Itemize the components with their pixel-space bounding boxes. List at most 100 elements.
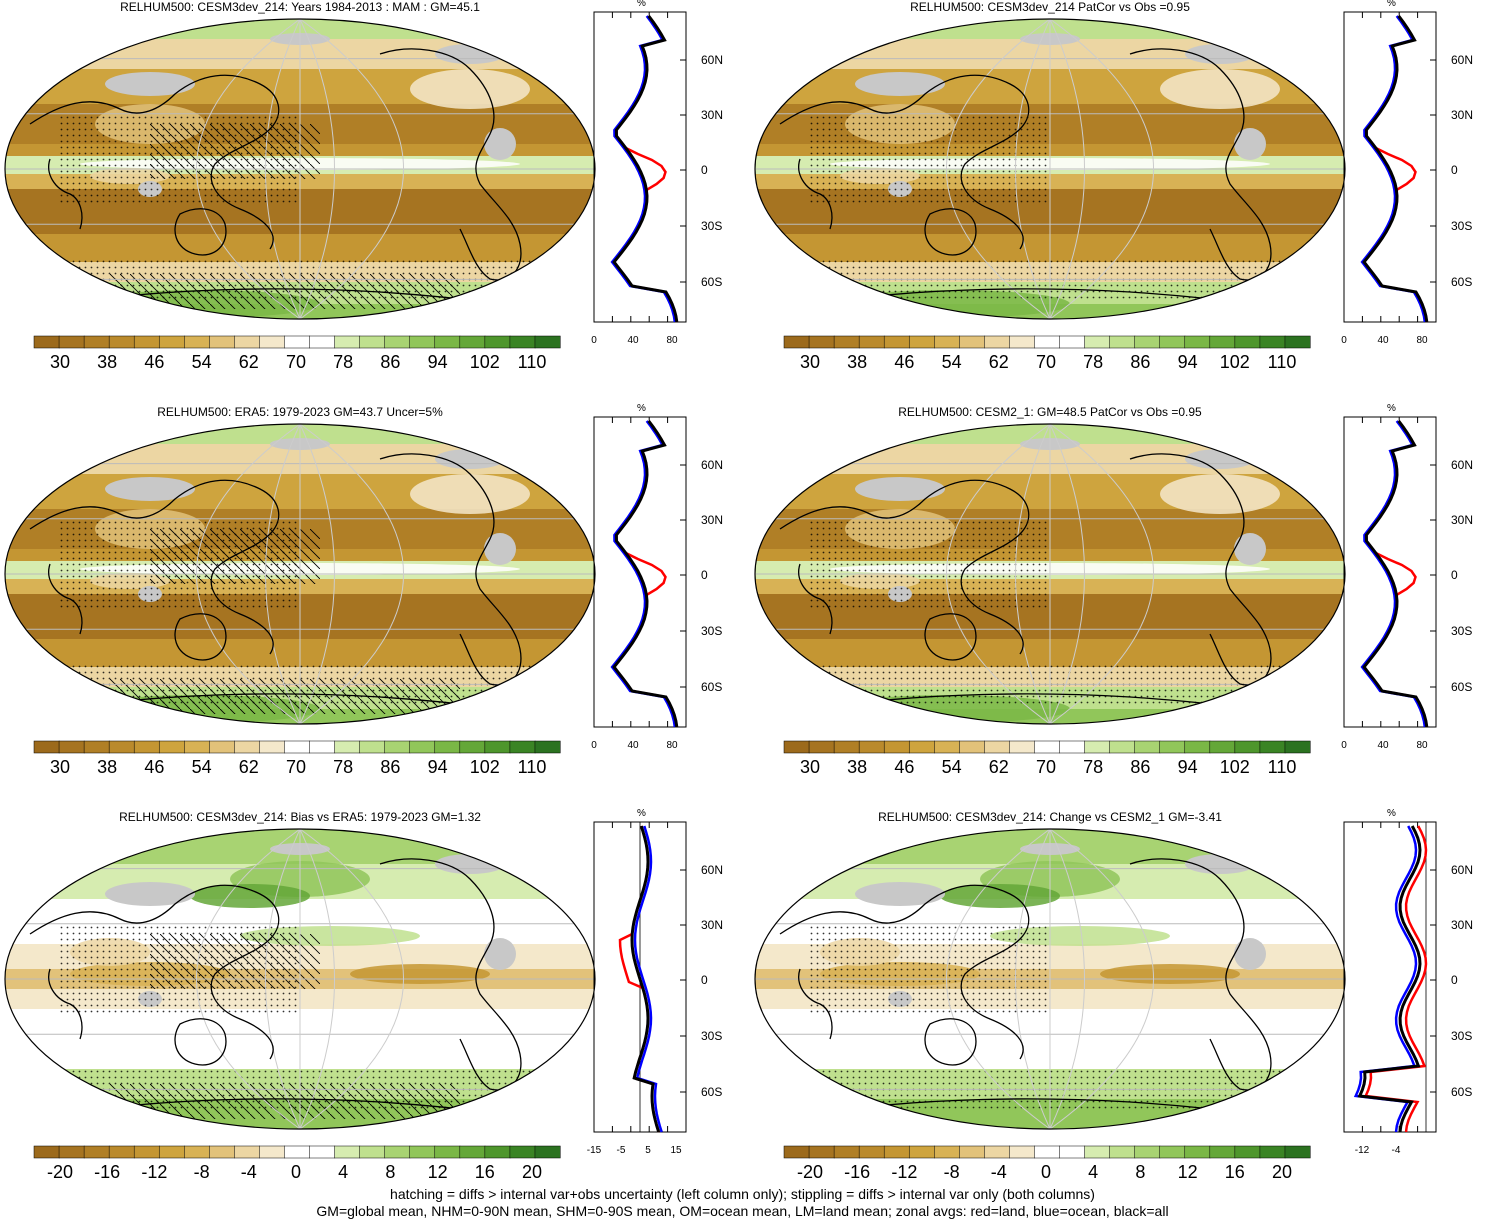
colorbar-label: 86 bbox=[1130, 757, 1151, 777]
profile-tick-label: 15 bbox=[670, 1145, 682, 1156]
footer-note-hatching: hatching = diffs > internal var+obs unce… bbox=[390, 1186, 1095, 1202]
latitude-label: 0 bbox=[701, 568, 708, 582]
colorbar-label: 4 bbox=[338, 1162, 349, 1182]
colorbar-label: 38 bbox=[97, 757, 118, 777]
colorbar-label: 70 bbox=[285, 352, 307, 372]
colorbar-label: 46 bbox=[894, 757, 915, 777]
colorbar-label: -16 bbox=[94, 1162, 121, 1182]
colorbar-label: 0 bbox=[1040, 1162, 1052, 1182]
latitude-label: 0 bbox=[1451, 163, 1458, 177]
latitude-label: 30N bbox=[1451, 918, 1474, 932]
map-robinson bbox=[4, 423, 596, 725]
zonal-profile: % 60N 30N 0 30S 60S 0 40 80 bbox=[1340, 0, 1485, 346]
colorbar-label: 20 bbox=[521, 1162, 543, 1182]
colorbar-label: 8 bbox=[1135, 1162, 1146, 1182]
colorbar-label: 94 bbox=[1177, 757, 1198, 777]
colorbar-label: 94 bbox=[427, 352, 448, 372]
colorbar-label: 20 bbox=[1271, 1162, 1293, 1182]
profile-units: % bbox=[1387, 403, 1396, 414]
panel-title: RELHUM500: CESM3dev_214 PatCor vs Obs =0… bbox=[910, 0, 1190, 14]
colorbar-label: 110 bbox=[517, 757, 547, 777]
profile-tick-label: 80 bbox=[1416, 740, 1428, 751]
colorbar-label: 70 bbox=[1035, 352, 1057, 372]
panel-4: RELHUM500: CESM2_1: GM=48.5 PatCor vs Ob… bbox=[750, 403, 1485, 805]
colorbar bbox=[783, 335, 1311, 349]
colorbar-label: 70 bbox=[285, 757, 307, 777]
colorbar-label: 30 bbox=[49, 352, 71, 372]
colorbar-label: -12 bbox=[141, 1162, 168, 1182]
profile-tick-label: -15 bbox=[586, 1145, 602, 1156]
colorbar-label: 78 bbox=[333, 352, 354, 372]
colorbar bbox=[33, 335, 561, 349]
colorbar-label: 30 bbox=[799, 757, 821, 777]
colorbar-labels: 30 38 46 54 62 70 78 86 94 102 110 bbox=[33, 352, 559, 374]
colorbar-label: 78 bbox=[1083, 352, 1104, 372]
profile-tick-label: 0 bbox=[591, 740, 597, 751]
latitude-label: 0 bbox=[1451, 973, 1458, 987]
colorbar-label: 38 bbox=[847, 757, 868, 777]
map-robinson bbox=[4, 828, 596, 1130]
latitude-label: 60N bbox=[1451, 53, 1474, 67]
latitude-label: 60N bbox=[701, 458, 724, 472]
colorbar-label: 102 bbox=[469, 352, 500, 372]
profile-tick-label: 0 bbox=[1341, 335, 1347, 346]
profile-tick-label: -12 bbox=[1354, 1145, 1370, 1156]
profile-tick-label: 40 bbox=[1377, 740, 1389, 751]
colorbar-label: 54 bbox=[941, 757, 962, 777]
colorbar-label: 46 bbox=[144, 757, 165, 777]
map-robinson bbox=[4, 18, 596, 320]
zonal-profile: % 60N 30N 0 30S 60S 0 40 80 bbox=[590, 0, 740, 346]
colorbar-label: 102 bbox=[469, 757, 500, 777]
colorbar-labels: 30 38 46 54 62 70 78 86 94 102 110 bbox=[783, 352, 1309, 374]
latitude-label: 60N bbox=[1451, 458, 1474, 472]
colorbar-label: 4 bbox=[1088, 1162, 1099, 1182]
colorbar-label: 30 bbox=[49, 757, 71, 777]
colorbar-label: 62 bbox=[988, 352, 1009, 372]
profile-tick-label: 40 bbox=[627, 335, 639, 346]
map-robinson bbox=[754, 18, 1346, 320]
profile-units: % bbox=[637, 0, 646, 9]
colorbar-label: -4 bbox=[240, 1162, 257, 1182]
colorbar-label: 78 bbox=[1083, 757, 1104, 777]
latitude-label: 0 bbox=[701, 973, 708, 987]
colorbar bbox=[33, 1145, 561, 1159]
colorbar-label: 94 bbox=[427, 757, 448, 777]
latitude-label: 30N bbox=[701, 513, 724, 527]
colorbar-label: 38 bbox=[97, 352, 118, 372]
colorbar-label: 102 bbox=[1219, 352, 1250, 372]
latitude-label: 30S bbox=[1451, 624, 1473, 638]
colorbar-label: -20 bbox=[46, 1162, 74, 1182]
colorbar-label: 30 bbox=[799, 352, 821, 372]
latitude-label: 60N bbox=[1451, 863, 1474, 877]
latitude-label: 30N bbox=[1451, 108, 1474, 122]
colorbar-label: 94 bbox=[1177, 352, 1198, 372]
colorbar-label: 54 bbox=[941, 352, 962, 372]
colorbar-label: 16 bbox=[1224, 1162, 1245, 1182]
latitude-label: 30S bbox=[1451, 1029, 1473, 1043]
latitude-label: 30N bbox=[701, 108, 724, 122]
colorbar-label: -4 bbox=[990, 1162, 1007, 1182]
profile-tick-label: 80 bbox=[1416, 335, 1428, 346]
colorbar-label: 62 bbox=[238, 352, 259, 372]
map-robinson bbox=[754, 423, 1346, 725]
profile-tick-label: 80 bbox=[666, 740, 678, 751]
panel-title: RELHUM500: CESM2_1: GM=48.5 PatCor vs Ob… bbox=[898, 405, 1202, 419]
colorbar-label: 78 bbox=[333, 757, 354, 777]
latitude-label: 30S bbox=[701, 1029, 723, 1043]
profile-units: % bbox=[637, 808, 646, 819]
panel-title: RELHUM500: ERA5: 1979-2023 GM=43.7 Uncer… bbox=[157, 405, 443, 419]
colorbar-label: 12 bbox=[427, 1162, 448, 1182]
profile-tick-label: 0 bbox=[591, 335, 597, 346]
colorbar-labels: 30 38 46 54 62 70 78 86 94 102 110 bbox=[33, 757, 559, 779]
colorbar bbox=[33, 740, 561, 754]
profile-units: % bbox=[637, 403, 646, 414]
colorbar-label: 8 bbox=[385, 1162, 396, 1182]
colorbar-label: 62 bbox=[988, 757, 1009, 777]
profile-tick-label: -4 bbox=[1391, 1145, 1401, 1156]
colorbar-label: -16 bbox=[844, 1162, 871, 1182]
colorbar-label: 86 bbox=[1130, 352, 1151, 372]
map-robinson bbox=[754, 828, 1346, 1130]
colorbar-label: 16 bbox=[474, 1162, 495, 1182]
latitude-label: 30N bbox=[701, 918, 724, 932]
latitude-label: 30N bbox=[1451, 513, 1474, 527]
